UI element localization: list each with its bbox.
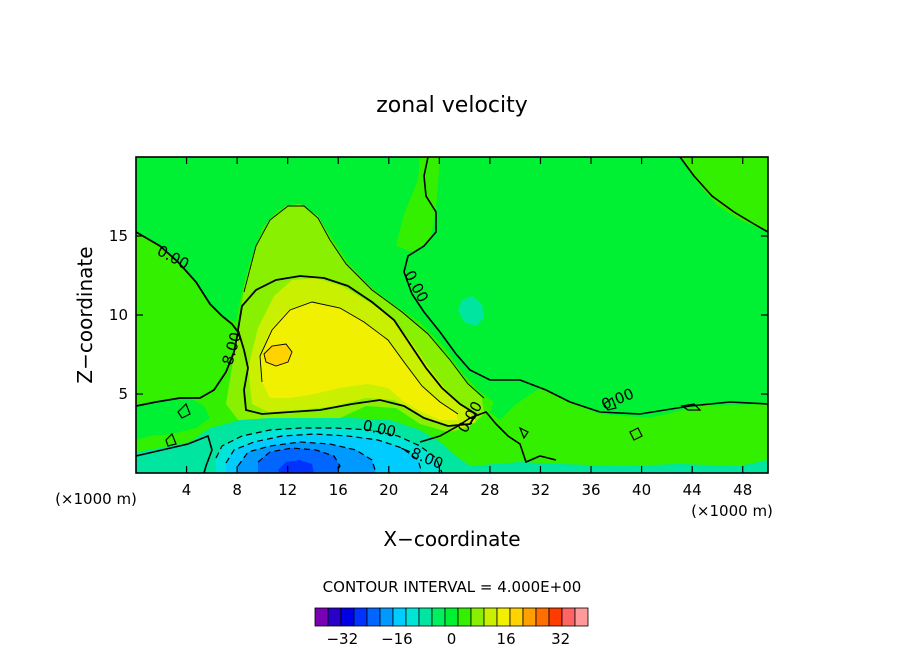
contour-line-negative-four xyxy=(215,427,443,473)
x-tick-label: 32 xyxy=(531,481,550,499)
x-tick-label: 12 xyxy=(278,481,297,499)
colorbar-swatch xyxy=(483,607,498,627)
colorbar-tick-label: −16 xyxy=(381,630,413,648)
y-ticks: 5 10 15 xyxy=(109,227,768,403)
colorbar-swatch xyxy=(392,607,407,627)
x-tick-label: 4 xyxy=(182,481,192,499)
contour-line-eight xyxy=(237,275,478,427)
contour-line-zero-right xyxy=(679,157,768,233)
x-tick-label: 40 xyxy=(632,481,651,499)
colorbar-tick-labels: −32 −16 0 16 32 xyxy=(326,630,570,648)
x-tick-label: 44 xyxy=(683,481,702,499)
colorbar-swatch xyxy=(574,607,589,627)
colorbar-swatch xyxy=(509,607,524,627)
colorbar-swatch xyxy=(431,607,446,627)
y-axis-label: Z−coordinate xyxy=(73,246,97,383)
contour-line-sixteen xyxy=(263,343,293,367)
colorbar-tick-label: 16 xyxy=(497,630,516,648)
contour-line-zero-upper xyxy=(403,157,768,415)
x-axis-unit: (×1000 m) xyxy=(691,502,773,520)
contour-fill-positive-4-upper-right xyxy=(396,157,768,252)
colorbar-tick-label: 32 xyxy=(551,630,570,648)
colorbar-swatch xyxy=(457,607,472,627)
colorbar-swatch xyxy=(470,607,485,627)
chart-title: zonal velocity xyxy=(376,93,528,118)
x-tick-label: 20 xyxy=(379,481,398,499)
contour-line-zero-lower xyxy=(136,411,557,473)
colorbar-swatch xyxy=(418,607,433,627)
colorbar-swatch xyxy=(366,607,381,627)
y-axis-unit: (×1000 m) xyxy=(55,490,137,508)
contour-line-negative-eight xyxy=(225,433,423,473)
x-axis-label: X−coordinate xyxy=(383,527,520,551)
colorbar-swatch xyxy=(548,607,563,627)
contour-line-negative-sixteen xyxy=(257,447,341,473)
contour-fill-negative-24 xyxy=(278,460,314,473)
colorbar-swatch xyxy=(535,607,550,627)
x-tick-label: 36 xyxy=(581,481,600,499)
plot-area: 0.00 0.00 0.00 0.00 8.00 0.00 −8.00 xyxy=(136,157,768,473)
x-tick-label: 48 xyxy=(733,481,752,499)
contour-fill-positive-16 xyxy=(260,302,458,420)
colorbar-swatch xyxy=(405,607,420,627)
contour-line-negative-twelve xyxy=(237,441,377,473)
colorbar-swatch xyxy=(561,607,576,627)
x-tick-label: 16 xyxy=(329,481,348,499)
contour-lines xyxy=(136,157,768,473)
colorbar-swatch xyxy=(522,607,537,627)
colorbar-tick-label: −32 xyxy=(326,630,358,648)
y-tick-label: 10 xyxy=(109,306,128,324)
contour-interval-text: CONTOUR INTERVAL = 4.000E+00 xyxy=(323,578,582,596)
contour-line-twelve xyxy=(259,301,459,415)
x-tick-label: 28 xyxy=(480,481,499,499)
colorbar-swatch xyxy=(379,607,394,627)
contour-fill-negative-4-small xyxy=(458,296,484,326)
y-tick-label: 5 xyxy=(118,385,128,403)
x-tick-label: 8 xyxy=(232,481,242,499)
colorbar-swatch xyxy=(327,607,342,627)
y-tick-label: 15 xyxy=(109,227,128,245)
colorbar-swatch xyxy=(496,607,511,627)
x-ticks: 4 8 12 16 20 24 28 32 36 40 44 48 xyxy=(182,157,752,499)
contour-line-small-features xyxy=(165,397,702,447)
colorbar-swatch xyxy=(353,607,368,627)
x-tick-label: 24 xyxy=(430,481,449,499)
contour-line-four xyxy=(243,205,485,399)
colorbar-tick-label: 0 xyxy=(447,630,457,648)
colorbar xyxy=(314,607,589,627)
contour-fill-positive-20 xyxy=(264,344,292,366)
colorbar-swatch xyxy=(444,607,459,627)
colorbar-swatch xyxy=(340,607,355,627)
colorbar-swatch xyxy=(314,607,329,627)
